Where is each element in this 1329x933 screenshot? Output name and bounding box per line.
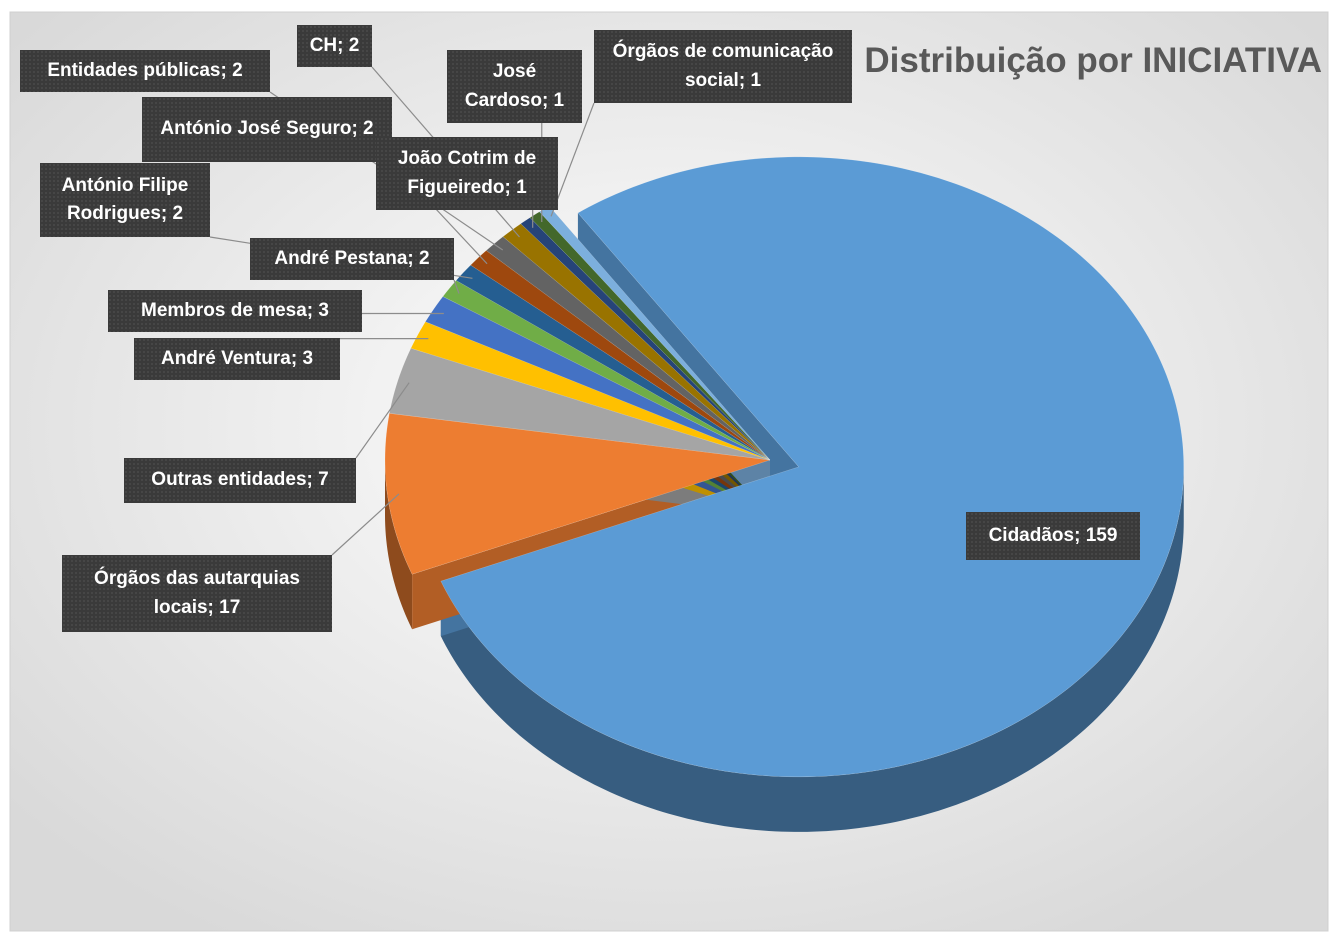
pie-slice-side (385, 460, 413, 630)
pie-slice (440, 156, 1184, 778)
pie-slice (455, 264, 771, 461)
data-label: António José Seguro; 2 (142, 97, 392, 162)
leader-line (355, 382, 410, 459)
data-label: João Cotrim de Figueiredo; 1 (376, 137, 558, 210)
leader-line (550, 102, 595, 217)
data-label: Órgãos de comunicação social; 1 (594, 30, 852, 103)
pie-slice (442, 280, 771, 461)
data-label: Órgãos das autarquias locais; 17 (62, 555, 332, 632)
data-label: António Filipe Rodrigues; 2 (40, 163, 210, 237)
chart-title: Distribuição por INICIATIVA (864, 41, 1322, 80)
data-label: José Cardoso; 1 (447, 50, 582, 123)
leader-line (331, 493, 400, 556)
data-label: Outras entidades; 7 (124, 458, 356, 503)
data-label: Membros de mesa; 3 (108, 290, 362, 332)
pie-slice (410, 321, 771, 461)
leader-line (453, 279, 460, 294)
pie-slice (529, 211, 771, 461)
data-label: Entidades públicas; 2 (20, 50, 270, 92)
pie-slice (425, 296, 771, 461)
pie-slice (384, 413, 771, 575)
data-label: Cidadãos; 159 (966, 512, 1140, 560)
pie-slice-side (440, 466, 1184, 832)
pie-slice (389, 347, 771, 461)
data-label: CH; 2 (297, 25, 372, 67)
pie-slice (520, 217, 771, 461)
pie (384, 156, 1184, 832)
data-label: André Ventura; 3 (134, 338, 340, 380)
data-label: André Pestana; 2 (250, 238, 454, 280)
pie-slice (470, 250, 771, 461)
